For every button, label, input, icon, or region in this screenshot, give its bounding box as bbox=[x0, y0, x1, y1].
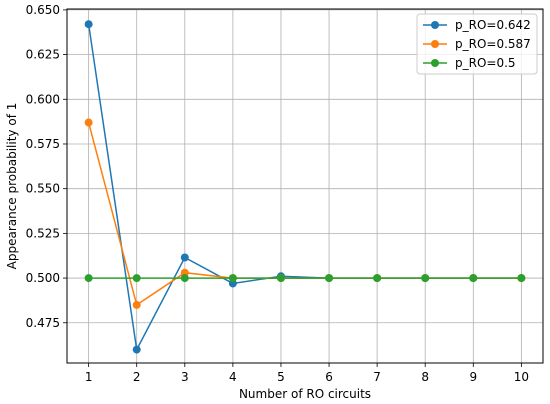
y-tick-label: 0.600 bbox=[26, 92, 60, 106]
x-tick-label: 2 bbox=[133, 370, 141, 384]
y-tick-label: 0.625 bbox=[26, 48, 60, 62]
data-point bbox=[276, 274, 285, 283]
legend-marker bbox=[431, 21, 439, 29]
data-point bbox=[84, 274, 93, 283]
legend-item: p_RO=0.642 bbox=[423, 18, 531, 32]
x-tick-label: 3 bbox=[181, 370, 189, 384]
series-3 bbox=[84, 274, 526, 283]
series-layer bbox=[84, 20, 526, 354]
x-tick-label: 8 bbox=[421, 370, 429, 384]
legend-label: p_RO=0.5 bbox=[455, 56, 516, 70]
y-tick-label: 0.650 bbox=[26, 3, 60, 17]
y-tick-label: 0.550 bbox=[26, 182, 60, 196]
y-tick-label: 0.525 bbox=[26, 226, 60, 240]
legend-marker bbox=[431, 59, 439, 67]
x-axis-ticks: 1 2 3 4 5 6 7 8 9 10 bbox=[85, 363, 529, 384]
data-point bbox=[132, 345, 141, 354]
data-point bbox=[228, 274, 237, 283]
y-tick-label: 0.575 bbox=[26, 137, 60, 151]
x-tick-label: 7 bbox=[373, 370, 381, 384]
data-point bbox=[469, 274, 478, 283]
data-point bbox=[517, 274, 526, 283]
y-tick-label: 0.500 bbox=[26, 271, 60, 285]
data-point bbox=[325, 274, 334, 283]
data-point bbox=[132, 274, 141, 283]
legend-box bbox=[416, 13, 538, 75]
data-point bbox=[84, 118, 93, 127]
data-point bbox=[132, 300, 141, 309]
legend-label: p_RO=0.642 bbox=[455, 18, 531, 32]
x-tick-label: 1 bbox=[85, 370, 93, 384]
y-tick-label: 0.475 bbox=[26, 316, 60, 330]
data-point bbox=[421, 274, 430, 283]
x-tick-label: 5 bbox=[277, 370, 285, 384]
legend: p_RO=0.642 p_RO=0.587 p_RO=0.5 bbox=[416, 13, 538, 75]
series-2 bbox=[84, 118, 526, 309]
legend-label: p_RO=0.587 bbox=[455, 37, 531, 51]
x-tick-label: 9 bbox=[469, 370, 477, 384]
legend-item: p_RO=0.5 bbox=[423, 56, 516, 70]
x-tick-label: 4 bbox=[229, 370, 237, 384]
data-point bbox=[180, 274, 189, 283]
legend-item: p_RO=0.587 bbox=[423, 37, 531, 51]
data-point bbox=[373, 274, 382, 283]
x-tick-label: 6 bbox=[325, 370, 333, 384]
data-point bbox=[84, 20, 93, 29]
data-point bbox=[180, 253, 189, 262]
y-axis-label: Appearance probability of 1 bbox=[5, 103, 19, 270]
x-tick-label: 10 bbox=[514, 370, 529, 384]
y-axis-ticks: 0.475 0.500 0.525 0.550 0.575 0.600 0.625 0.650 bbox=[26, 3, 67, 330]
legend-marker bbox=[431, 40, 439, 48]
plot-frame bbox=[66, 8, 544, 364]
x-axis-label: Number of RO circuits bbox=[239, 387, 371, 401]
